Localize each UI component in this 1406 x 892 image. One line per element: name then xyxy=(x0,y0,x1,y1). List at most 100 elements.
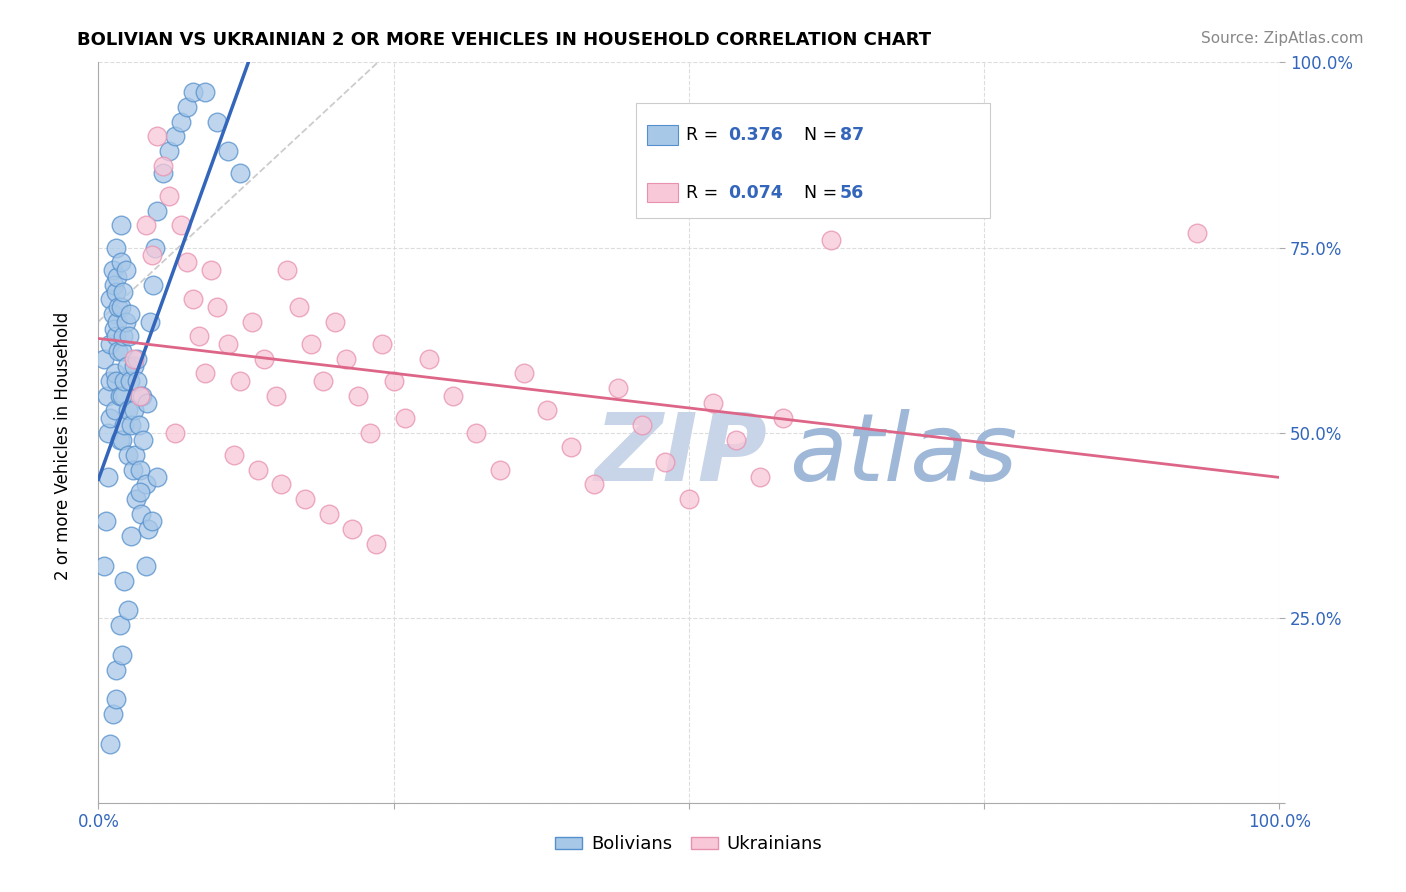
Point xyxy=(1185,226,1208,240)
Point xyxy=(110,255,132,269)
Point xyxy=(112,574,135,588)
Point xyxy=(122,351,145,366)
Point xyxy=(105,329,128,343)
Point xyxy=(132,433,155,447)
Point xyxy=(170,219,193,233)
Point xyxy=(512,367,534,381)
Point xyxy=(323,314,346,328)
Point xyxy=(117,403,139,417)
Point xyxy=(121,418,143,433)
Point xyxy=(264,388,287,402)
Point xyxy=(678,492,700,507)
Point xyxy=(489,462,512,476)
Point xyxy=(165,129,187,144)
Point xyxy=(299,336,322,351)
Legend: Bolivians, Ukrainians: Bolivians, Ukrainians xyxy=(548,828,830,861)
Point xyxy=(181,293,204,307)
Point xyxy=(121,529,143,543)
Point xyxy=(654,455,676,469)
Point xyxy=(702,396,724,410)
Point xyxy=(143,240,166,255)
Point xyxy=(441,388,464,402)
Point xyxy=(105,314,128,328)
Point xyxy=(364,536,387,550)
Point xyxy=(110,219,132,233)
Point xyxy=(276,262,298,277)
Point xyxy=(176,100,198,114)
Point xyxy=(111,388,134,402)
Point xyxy=(146,203,169,218)
Text: N =: N = xyxy=(793,184,844,202)
Point xyxy=(312,374,335,388)
Point xyxy=(98,410,121,425)
Text: BOLIVIAN VS UKRAINIAN 2 OR MORE VEHICLES IN HOUSEHOLD CORRELATION CHART: BOLIVIAN VS UKRAINIAN 2 OR MORE VEHICLES… xyxy=(77,31,931,49)
Point xyxy=(342,522,364,536)
Point xyxy=(181,85,204,99)
Point xyxy=(104,403,127,417)
Point xyxy=(240,314,263,328)
Point xyxy=(200,262,222,277)
Point xyxy=(98,737,121,751)
Point xyxy=(96,388,118,402)
Point xyxy=(128,462,150,476)
Point xyxy=(118,329,141,343)
Point xyxy=(288,300,311,314)
Point xyxy=(131,388,153,402)
Text: atlas: atlas xyxy=(789,409,1018,500)
Point xyxy=(103,322,125,336)
Text: 87: 87 xyxy=(839,127,863,145)
Point xyxy=(335,351,357,366)
Point xyxy=(359,425,381,440)
Point xyxy=(152,159,174,173)
Point xyxy=(560,441,582,455)
Point xyxy=(157,145,180,159)
Point xyxy=(382,374,405,388)
Text: R =: R = xyxy=(686,184,724,202)
Point xyxy=(146,129,169,144)
Point xyxy=(748,470,770,484)
Point xyxy=(125,492,148,507)
Point xyxy=(98,336,121,351)
Point xyxy=(607,381,630,395)
Point xyxy=(122,359,145,373)
Point xyxy=(139,314,162,328)
Point xyxy=(418,351,440,366)
Point xyxy=(253,351,276,366)
Text: ZIP: ZIP xyxy=(595,409,768,500)
Text: 0.074: 0.074 xyxy=(728,184,783,202)
Point xyxy=(194,367,217,381)
Point xyxy=(394,410,416,425)
Point xyxy=(124,448,146,462)
Point xyxy=(135,219,157,233)
Point xyxy=(112,329,135,343)
Point xyxy=(112,374,135,388)
Point xyxy=(217,145,239,159)
Point xyxy=(465,425,488,440)
Point xyxy=(135,558,157,573)
Text: N =: N = xyxy=(793,127,844,145)
Text: 56: 56 xyxy=(839,184,863,202)
Point xyxy=(107,344,129,359)
Point xyxy=(152,166,174,180)
Point xyxy=(217,336,239,351)
Point xyxy=(105,240,128,255)
Text: 2 or more Vehicles in Household: 2 or more Vehicles in Household xyxy=(55,312,72,580)
Point xyxy=(135,396,157,410)
Point xyxy=(105,285,128,299)
Point xyxy=(141,515,163,529)
Point xyxy=(205,114,228,128)
Point xyxy=(111,648,134,662)
Point xyxy=(101,262,124,277)
Point xyxy=(128,484,150,499)
Point xyxy=(127,374,149,388)
Point xyxy=(121,462,143,476)
Point xyxy=(98,293,121,307)
Point xyxy=(270,477,292,491)
Point xyxy=(94,515,117,529)
Point xyxy=(120,307,142,321)
Text: Source: ZipAtlas.com: Source: ZipAtlas.com xyxy=(1201,31,1364,46)
Point xyxy=(194,85,217,99)
Point xyxy=(112,418,135,433)
Point xyxy=(120,374,142,388)
Point xyxy=(115,359,138,373)
